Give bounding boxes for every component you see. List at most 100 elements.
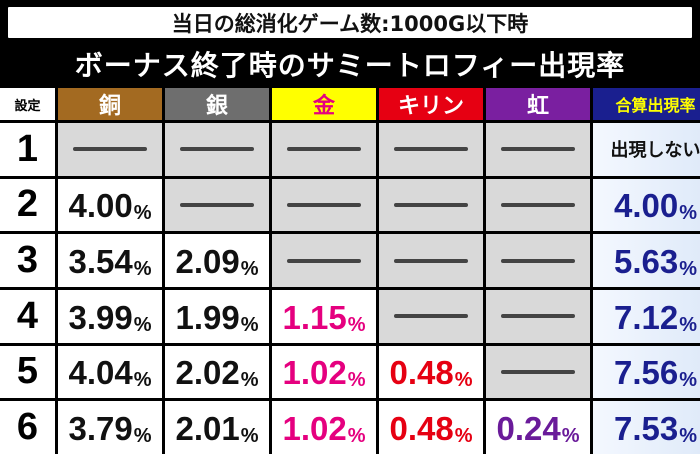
dash-icon: [73, 147, 147, 152]
dash-icon: [287, 258, 361, 263]
gold-rate-value: 1.02: [282, 410, 347, 447]
dash-icon: [287, 147, 361, 152]
gold-cell-none: [272, 234, 376, 287]
kirin-cell-none: [379, 178, 483, 232]
setting-label: 2: [0, 178, 55, 232]
percent-unit: %: [133, 258, 152, 280]
header-copper: 銅: [58, 88, 162, 120]
total-rate-value: 4.00: [613, 187, 679, 225]
percent-unit: %: [133, 313, 152, 336]
copper-rate-cell: 3.54%: [58, 234, 162, 287]
percent-unit: %: [240, 369, 259, 392]
silver-rate-cell: 2.09%: [165, 234, 269, 287]
total-rate-value: 7.53: [613, 410, 679, 447]
percent-unit: %: [133, 369, 152, 392]
gold-cell-none: [272, 178, 376, 232]
kirin-rate-value: 0.48: [389, 410, 454, 447]
percent-unit: %: [133, 425, 152, 447]
silver-cell-none: [165, 123, 269, 176]
kirin-cell-none: [379, 123, 483, 176]
dash-icon: [180, 202, 254, 207]
copper-rate-value: 4.00: [68, 187, 133, 225]
dash-icon: [394, 258, 468, 263]
header-gold: 金: [272, 88, 376, 120]
niji-cell-none: [486, 345, 590, 399]
copper-rate-cell: 3.99%: [58, 290, 162, 343]
setting-label: 1: [0, 123, 55, 176]
copper-rate-value: 4.04: [68, 354, 133, 392]
kirin-rate-value: 0.48: [389, 354, 454, 392]
gold-rate-cell: 1.15%: [272, 290, 376, 343]
percent-unit: %: [347, 313, 366, 336]
silver-rate-value: 2.02: [175, 354, 240, 392]
percent-unit: %: [454, 369, 473, 392]
dash-icon: [394, 314, 468, 319]
dash-icon: [287, 202, 361, 207]
dash-icon: [501, 202, 575, 207]
percent-unit: %: [240, 258, 259, 280]
silver-cell-none: [165, 178, 269, 232]
niji-cell-none: [486, 290, 590, 343]
niji-rate-value: 0.24: [496, 410, 561, 447]
total-rate-cell: 4.00%: [593, 178, 700, 232]
percent-unit: %: [561, 425, 580, 447]
dash-icon: [394, 147, 468, 152]
rate-table: 設定 銅 銀 金 キリン 虹 合算出現率 1 出現しない 2 4.00% 4.00% 3 3…: [0, 88, 700, 454]
page-title: ボーナス終了時のサミートロフィー出現率: [74, 48, 626, 82]
percent-unit: %: [679, 313, 698, 336]
header-niji: 虹: [486, 88, 590, 120]
silver-rate-value: 2.01: [175, 410, 240, 447]
percent-unit: %: [240, 313, 259, 336]
header-total: 合算出現率: [593, 88, 700, 120]
gold-rate-cell: 1.02%: [272, 345, 376, 399]
percent-unit: %: [679, 369, 698, 392]
copper-rate-value: 3.79: [68, 410, 133, 447]
percent-unit: %: [679, 258, 698, 280]
percent-unit: %: [347, 425, 366, 447]
copper-rate-value: 3.99: [68, 298, 133, 336]
copper-rate-cell: 4.04%: [58, 345, 162, 399]
header-kirin: キリン: [379, 88, 483, 120]
kirin-rate-cell: 0.48%: [379, 345, 483, 399]
kirin-cell-none: [379, 234, 483, 287]
dash-icon: [501, 314, 575, 319]
silver-rate-cell: 1.99%: [165, 290, 269, 343]
dash-icon: [501, 147, 575, 152]
total-rate-cell: 7.53%: [593, 401, 700, 454]
silver-rate-value: 2.09: [175, 243, 240, 280]
kirin-rate-cell: 0.48%: [379, 401, 483, 454]
setting-label: 6: [0, 401, 55, 454]
setting-label: 5: [0, 345, 55, 399]
total-rate-value: 7.56: [613, 354, 679, 392]
total-rate-none: 出現しない: [593, 123, 700, 176]
setting-label: 4: [0, 290, 55, 343]
dash-icon: [180, 147, 254, 152]
total-rate-cell: 7.56%: [593, 345, 700, 399]
dash-icon: [501, 369, 575, 374]
total-rate-value: 5.63: [613, 243, 679, 280]
gold-rate-value: 1.15: [282, 298, 347, 336]
silver-rate-cell: 2.01%: [165, 401, 269, 454]
gold-rate-cell: 1.02%: [272, 401, 376, 454]
percent-unit: %: [679, 425, 698, 447]
silver-rate-cell: 2.02%: [165, 345, 269, 399]
header-setting: 設定: [0, 88, 55, 120]
percent-unit: %: [454, 425, 473, 447]
total-rate-cell: 5.63%: [593, 234, 700, 287]
niji-cell-none: [486, 178, 590, 232]
dash-icon: [394, 202, 468, 207]
silver-rate-value: 1.99: [175, 298, 240, 336]
copper-rate-cell: 4.00%: [58, 178, 162, 232]
copper-rate-cell: 3.79%: [58, 401, 162, 454]
dash-icon: [501, 258, 575, 263]
condition-subtitle: 当日の総消化ゲーム数:1000G以下時: [8, 7, 692, 38]
total-rate-value: 7.12: [613, 298, 679, 336]
copper-cell-none: [58, 123, 162, 176]
niji-cell-none: [486, 123, 590, 176]
niji-cell-none: [486, 234, 590, 287]
kirin-cell-none: [379, 290, 483, 343]
percent-unit: %: [679, 202, 698, 225]
percent-unit: %: [240, 425, 259, 447]
niji-rate-cell: 0.24%: [486, 401, 590, 454]
